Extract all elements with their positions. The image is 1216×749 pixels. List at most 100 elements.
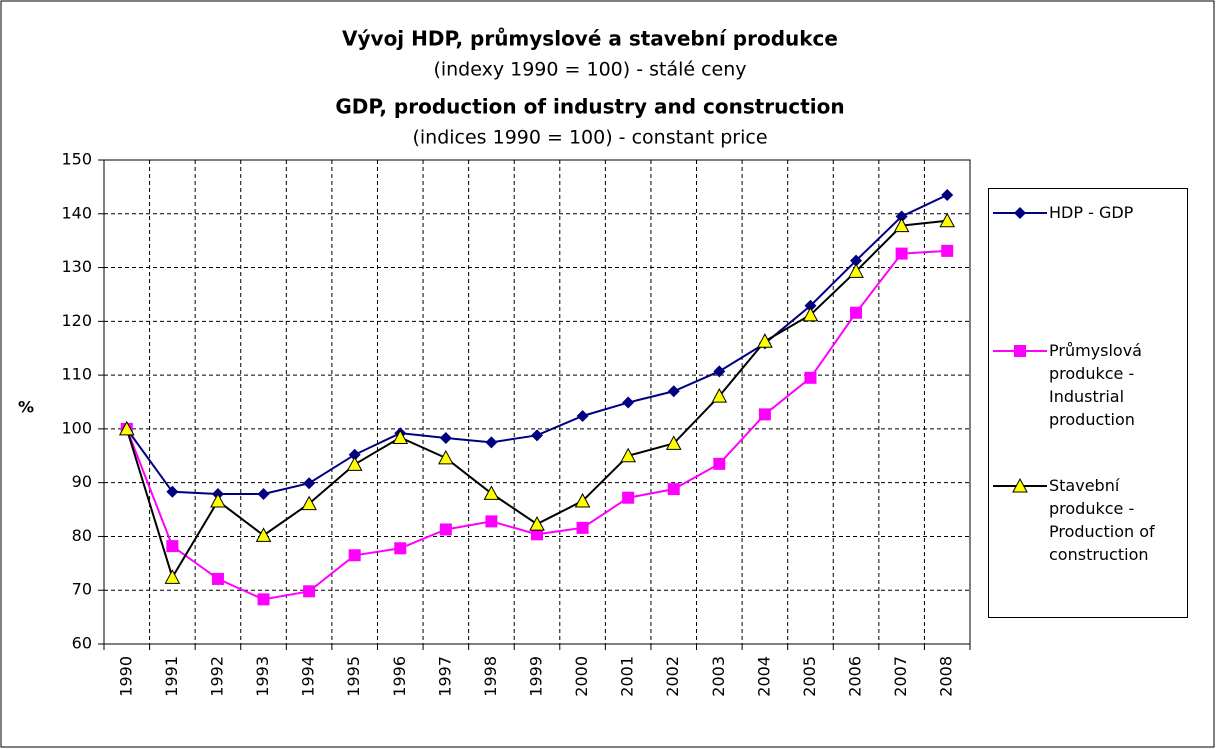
marker — [848, 263, 864, 278]
legend-swatch — [993, 477, 1047, 493]
y-tick-label: 140 — [61, 203, 92, 222]
plot-border — [103, 159, 971, 645]
marker — [758, 408, 771, 421]
marker — [485, 515, 498, 528]
marker — [667, 385, 680, 398]
x-tick-label: 2007 — [891, 656, 910, 697]
marker — [941, 188, 954, 201]
y-tick-label: 90 — [72, 472, 92, 491]
y-tick-label: 100 — [61, 418, 92, 437]
x-tick-label: 1992 — [207, 656, 226, 697]
marker — [531, 429, 543, 442]
marker — [255, 527, 272, 542]
x-tick-label: 1991 — [162, 656, 181, 697]
y-axis-label: % — [18, 398, 34, 417]
marker — [711, 388, 728, 403]
marker — [895, 247, 908, 260]
chart-subtitle-en: (indices 1990 = 100) - constant price — [412, 127, 767, 149]
x-tick-label: 1995 — [344, 656, 363, 697]
marker — [895, 210, 908, 223]
x-tick-label: 2004 — [754, 656, 773, 697]
marker — [485, 436, 498, 449]
marker — [667, 483, 680, 496]
marker — [665, 435, 682, 450]
marker — [303, 477, 316, 490]
marker — [620, 447, 636, 463]
marker — [622, 491, 635, 504]
marker — [439, 523, 452, 536]
marker — [713, 457, 726, 470]
x-tick-label: 2006 — [846, 656, 865, 697]
marker — [257, 487, 270, 500]
marker — [348, 448, 361, 461]
chart-title-en: GDP, production of industry and construc… — [335, 95, 844, 119]
marker — [394, 542, 407, 555]
marker — [392, 429, 409, 444]
x-tick-label: 2008 — [937, 656, 956, 697]
marker — [576, 521, 589, 534]
marker — [850, 254, 863, 267]
marker — [301, 495, 317, 511]
x-tick-label: 1996 — [390, 656, 409, 697]
y-tick-label: 150 — [61, 150, 92, 169]
y-tick-label: 60 — [72, 634, 92, 653]
marker — [257, 593, 270, 606]
legend-label: Průmyslová produkce - Industrial product… — [1049, 341, 1142, 429]
x-tick-label: 1997 — [435, 656, 454, 697]
y-tick-label: 120 — [61, 311, 92, 330]
marker — [529, 516, 545, 531]
marker — [713, 365, 726, 378]
marker — [166, 485, 179, 498]
y-tick-label: 110 — [61, 365, 92, 384]
marker — [166, 540, 179, 553]
marker — [164, 569, 181, 584]
marker — [118, 420, 135, 436]
x-tick-label: 1990 — [116, 656, 135, 697]
marker — [893, 217, 910, 233]
legend-label: Stavební produkce - Production of constr… — [1049, 476, 1155, 564]
x-tick-label: 1998 — [481, 656, 500, 697]
y-tick-label: 70 — [72, 580, 92, 599]
x-tick-label: 2001 — [618, 656, 637, 697]
plot-area — [104, 160, 970, 644]
chart-title: Vývoj HDP, průmyslové a stavební produkc… — [342, 27, 838, 51]
marker — [303, 585, 316, 598]
marker — [438, 449, 454, 465]
legend-swatch — [993, 207, 1047, 219]
y-tick-label: 80 — [72, 526, 92, 545]
marker — [574, 492, 591, 508]
chart-subtitle: (indexy 1990 = 100) - stálé ceny — [433, 59, 746, 81]
marker — [483, 485, 500, 500]
x-tick-label: 1993 — [253, 656, 272, 697]
marker — [622, 396, 635, 409]
marker — [211, 572, 224, 585]
marker — [939, 212, 956, 228]
x-tick-label: 2000 — [572, 656, 591, 697]
marker — [1014, 345, 1026, 357]
legend: HDP - GDP Průmyslová produkce - Industria… — [988, 188, 1188, 618]
marker — [439, 432, 452, 445]
x-tick-label: 1994 — [299, 656, 318, 697]
marker — [804, 299, 817, 312]
marker — [941, 244, 954, 257]
marker — [757, 333, 773, 348]
y-tick-label: 130 — [61, 257, 92, 276]
legend-swatch — [993, 345, 1047, 357]
marker — [1014, 207, 1026, 219]
marker — [576, 409, 589, 422]
marker — [850, 306, 863, 319]
marker — [1012, 477, 1028, 493]
x-tick-label: 1999 — [527, 656, 546, 697]
marker — [346, 456, 363, 471]
x-tick-label: 2003 — [709, 656, 728, 697]
marker — [802, 306, 819, 322]
marker — [210, 492, 226, 508]
marker — [804, 371, 817, 384]
marker — [531, 528, 543, 541]
x-tick-label: 2002 — [663, 656, 682, 697]
x-tick-label: 2005 — [800, 656, 819, 697]
marker — [348, 549, 361, 562]
